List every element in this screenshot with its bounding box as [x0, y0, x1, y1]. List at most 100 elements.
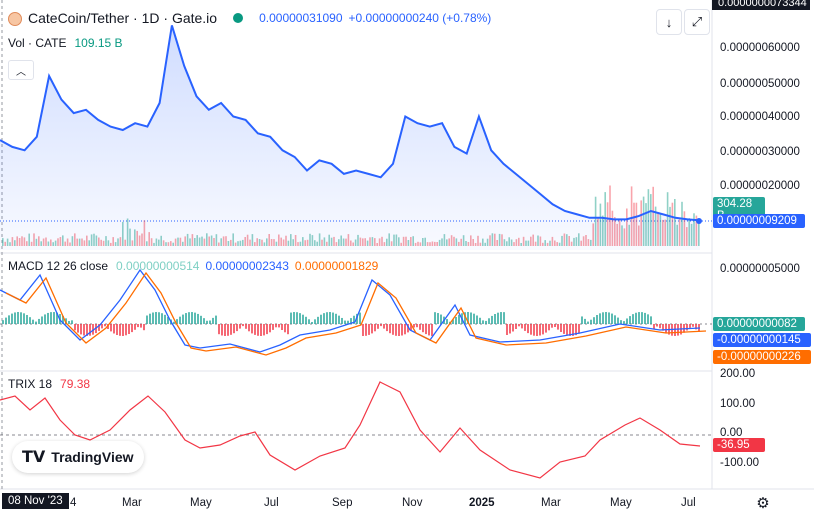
macd-histogram-bar	[149, 313, 151, 325]
macd-histogram-bar	[605, 312, 607, 325]
macd-histogram-bar	[302, 314, 304, 324]
macd-histogram-bar	[548, 324, 550, 331]
macd-signal-value: 0.00000001829	[294, 259, 379, 273]
macd-histogram-bar	[599, 313, 601, 325]
macd-histogram-bar	[245, 324, 247, 329]
macd-line-value: 0.00000002343	[205, 259, 289, 273]
time-axis-label: Nov	[402, 497, 423, 509]
macd-histogram-bar	[551, 324, 553, 328]
macd-signal-line	[5, 271, 707, 356]
macd-histogram-bar	[203, 318, 205, 324]
macd-histogram-bar	[197, 313, 199, 325]
tradingview-logo-icon: 𝗧𝗩	[22, 449, 46, 466]
macd-histogram-bar	[644, 312, 646, 324]
macd-histogram-bar	[350, 318, 352, 324]
macd-histogram-bar	[650, 316, 652, 324]
macd-histogram-bar	[389, 324, 391, 334]
macd-histogram-bar	[50, 312, 52, 325]
macd-histogram-bar	[503, 312, 505, 324]
macd-histogram-bar	[308, 319, 310, 324]
macd-histogram-bar	[338, 315, 340, 325]
tradingview-brand[interactable]: 𝗧𝗩 TradingView	[12, 441, 144, 473]
macd-histogram-bar	[317, 316, 319, 325]
price-axis-label: 0.00000020000	[720, 180, 800, 192]
macd-histogram-bar	[617, 317, 619, 324]
macd-histogram-bar	[659, 324, 661, 329]
macd-histogram-bar	[542, 324, 544, 335]
macd-histogram-bar	[335, 313, 337, 325]
macd-histogram-bar	[479, 317, 481, 324]
trix-value: 79.38	[60, 377, 91, 391]
macd-histogram-bar	[83, 324, 85, 336]
macd-axis-label: 0.00000005000	[720, 263, 800, 275]
macd-histogram-bar	[437, 313, 439, 325]
macd-histogram-bar	[296, 312, 298, 325]
time-axis-label: Jul	[681, 497, 696, 509]
time-axis-label: 2025	[469, 497, 495, 509]
market-status-icon[interactable]	[233, 13, 244, 23]
macd-histogram-bar	[35, 321, 37, 324]
price-pill: 0.00000009209	[713, 214, 805, 228]
header-price: 0.00000031090	[259, 11, 343, 25]
macd-hist-pill: 0.00000000082	[713, 317, 805, 331]
collapse-legend-button[interactable]: ︿	[8, 60, 34, 80]
macd-histogram-bar	[602, 312, 604, 325]
macd-histogram-bar	[191, 312, 193, 325]
settings-gear-icon[interactable]: ⚙	[756, 495, 770, 512]
macd-histogram-bar	[689, 324, 691, 328]
macd-histogram-bar	[464, 312, 466, 324]
macd-histogram-bar	[563, 324, 565, 334]
macd-histogram-bar	[593, 317, 595, 324]
macd-histogram-bar	[575, 324, 577, 336]
macd-histogram-bar	[323, 313, 325, 325]
download-button[interactable]: ↓	[656, 9, 682, 35]
macd-histogram-bar	[38, 318, 40, 325]
fullscreen-button[interactable]: ⤢	[684, 9, 710, 35]
macd-histogram-bar	[218, 324, 220, 335]
last-price-dot	[696, 218, 702, 224]
macd-histogram-bar	[164, 314, 166, 325]
fullscreen-icon: ⤢	[691, 14, 703, 29]
macd-histogram-bar	[140, 324, 142, 328]
macd-histogram-bar	[41, 316, 43, 324]
macd-histogram-bar	[686, 324, 688, 331]
price-axis-label: 0.00000030000	[720, 146, 800, 158]
macd-histogram-bar	[419, 324, 421, 330]
crosshair-date-pill: 08 Nov '23	[2, 493, 69, 509]
macd-histogram-bar	[662, 324, 664, 331]
macd-label[interactable]: MACD 12 26 close	[8, 259, 109, 273]
macd-histogram-bar	[422, 324, 424, 333]
macd-histogram-bar	[77, 324, 79, 333]
macd-histogram-bar	[173, 321, 175, 325]
macd-histogram-bar	[578, 324, 580, 334]
macd-histogram-bar	[5, 317, 7, 325]
macd-histogram-bar	[416, 324, 418, 328]
macd-histogram-bar	[158, 312, 160, 324]
macd-histogram-bar	[470, 312, 472, 324]
macd-histogram-bar	[506, 324, 508, 335]
macd-histogram-bar	[524, 324, 526, 331]
macd-histogram-bar	[392, 324, 394, 335]
macd-histogram-bar	[254, 324, 256, 335]
trix-axis-label: 100.00	[720, 398, 756, 410]
macd-histogram-bar	[233, 324, 235, 334]
macd-histogram-bar	[341, 317, 343, 324]
chevron-up-icon: ︿	[16, 66, 26, 78]
macd-histogram-bar	[677, 324, 679, 336]
macd-histogram-bar	[428, 324, 430, 336]
trix-pill: -36.95	[713, 438, 765, 452]
macd-histogram-bar	[500, 312, 502, 325]
symbol-legend: CateCoin/Tether · 1D · Gate.io 0.0000003…	[8, 10, 491, 26]
macd-histogram-bar	[536, 324, 538, 336]
macd-histogram-bar	[32, 319, 34, 324]
price-line	[0, 25, 701, 222]
macd-histogram-bar	[359, 312, 361, 325]
trix-label[interactable]: TRIX 18	[8, 377, 53, 391]
macd-histogram-bar	[368, 324, 370, 335]
macd-histogram-bar	[86, 324, 88, 336]
symbol-title[interactable]: CateCoin/Tether · 1D · Gate.io	[28, 10, 218, 26]
volume-label[interactable]: Vol · CATE	[8, 36, 67, 50]
macd-histogram-bar	[176, 319, 178, 325]
